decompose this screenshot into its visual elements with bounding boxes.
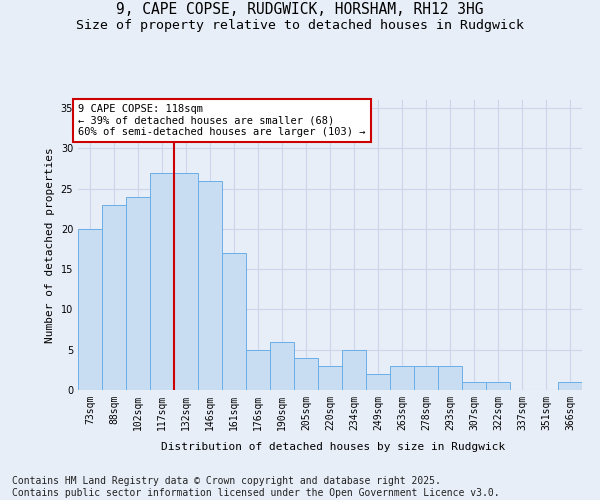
Bar <box>198 180 222 390</box>
Bar <box>366 374 390 390</box>
Bar <box>438 366 462 390</box>
Bar <box>222 253 246 390</box>
Text: Distribution of detached houses by size in Rudgwick: Distribution of detached houses by size … <box>161 442 505 452</box>
Bar <box>270 342 294 390</box>
Bar <box>318 366 342 390</box>
Bar <box>414 366 438 390</box>
Text: 9 CAPE COPSE: 118sqm
← 39% of detached houses are smaller (68)
60% of semi-detac: 9 CAPE COPSE: 118sqm ← 39% of detached h… <box>78 104 365 137</box>
Bar <box>558 382 582 390</box>
Bar <box>150 172 174 390</box>
Bar <box>342 350 366 390</box>
Bar <box>78 229 102 390</box>
Text: 9, CAPE COPSE, RUDGWICK, HORSHAM, RH12 3HG: 9, CAPE COPSE, RUDGWICK, HORSHAM, RH12 3… <box>116 2 484 18</box>
Bar <box>126 196 150 390</box>
Y-axis label: Number of detached properties: Number of detached properties <box>45 147 55 343</box>
Bar <box>390 366 414 390</box>
Text: Contains HM Land Registry data © Crown copyright and database right 2025.
Contai: Contains HM Land Registry data © Crown c… <box>12 476 500 498</box>
Bar <box>462 382 486 390</box>
Bar <box>174 172 198 390</box>
Bar <box>246 350 270 390</box>
Bar <box>486 382 510 390</box>
Text: Size of property relative to detached houses in Rudgwick: Size of property relative to detached ho… <box>76 19 524 32</box>
Bar <box>294 358 318 390</box>
Bar <box>102 204 126 390</box>
